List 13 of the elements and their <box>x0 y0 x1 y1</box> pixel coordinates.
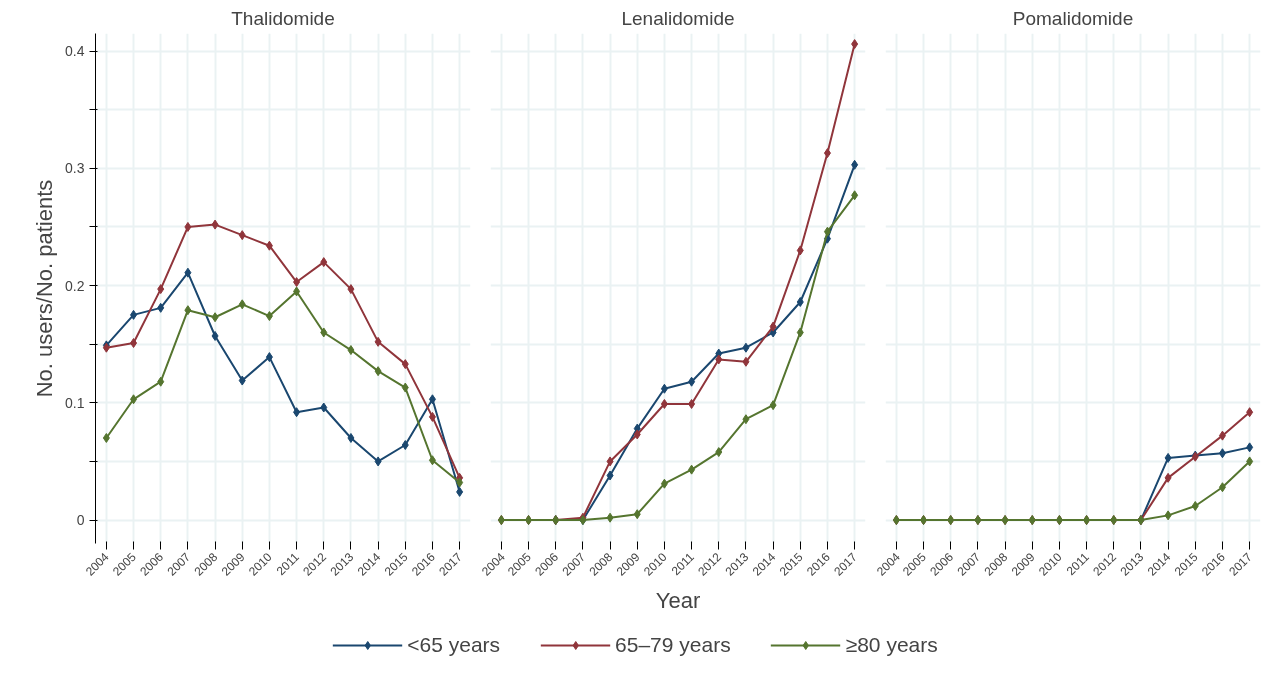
y-tick-label: 0.4 <box>65 43 85 60</box>
y-tick-label: 0.1 <box>65 394 85 411</box>
chart-title: Thalidomide <box>231 7 335 29</box>
legend-label: 65–79 years <box>615 633 731 657</box>
x-axis-title: Year <box>655 587 701 613</box>
y-tick-label: 0.2 <box>65 277 85 294</box>
legend-label: ≥80 years <box>845 633 938 657</box>
legend-label: <65 years <box>407 633 501 657</box>
y-tick-label: 0.3 <box>65 160 85 177</box>
y-tick-label: 0 <box>76 512 85 529</box>
chart-title: Lenalidomide <box>621 7 735 29</box>
chart-title: Pomalidomide <box>1012 7 1134 29</box>
y-axis-title: No. users/No. patients <box>32 179 58 398</box>
